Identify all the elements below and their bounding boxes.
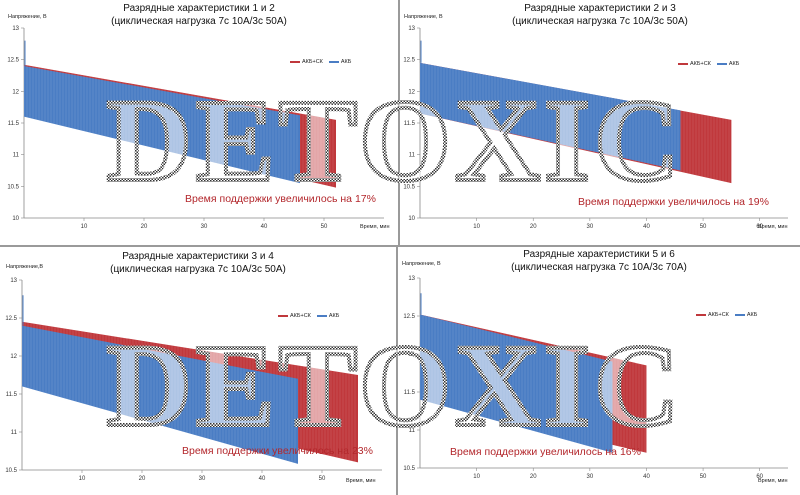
legend-entry-2: АКБ <box>316 313 339 319</box>
y-tick-label: 11.5 <box>404 121 416 127</box>
y-tick-label: 12 <box>408 352 415 358</box>
y-tick-label: 12.5 <box>403 314 415 320</box>
panel-divider <box>398 0 400 246</box>
x-tick-label: 10 <box>473 474 480 480</box>
y-tick-label: 12.5 <box>403 58 415 64</box>
x-tick-label: 20 <box>139 476 146 482</box>
x-axis-label: Время, мин <box>758 478 788 484</box>
x-tick-label: 10 <box>473 224 480 230</box>
y-tick-label: 11 <box>409 428 416 434</box>
x-tick-label: 10 <box>81 224 88 230</box>
y-tick-label: 12 <box>12 89 19 95</box>
annotation-text: Время поддержки увеличилось на 17% <box>185 193 376 205</box>
y-tick-label: 12 <box>10 354 17 360</box>
legend-entry-2: АКБ <box>716 61 739 67</box>
y-tick-label: 11 <box>13 153 20 159</box>
annotation-text: Время поддержки увеличилось на 16% <box>450 446 641 458</box>
legend-entry-2: АКБ <box>328 59 351 65</box>
x-axis-label: Время, мин <box>346 478 376 484</box>
x-tick-label: 50 <box>700 474 707 480</box>
x-tick-label: 40 <box>643 224 650 230</box>
series-band-akb <box>22 325 298 464</box>
legend-entry-1: АКБ+СК <box>278 313 311 319</box>
annotation-text: Время поддержки увеличилось на 19% <box>578 196 769 208</box>
x-tick-label: 20 <box>530 474 537 480</box>
y-tick-label: 13 <box>12 26 19 32</box>
y-tick-label: 10 <box>408 216 415 222</box>
y-tick-label: 11.5 <box>404 390 416 396</box>
panel-divider <box>0 245 800 247</box>
y-tick-label: 11.5 <box>6 392 18 398</box>
x-tick-label: 40 <box>643 474 650 480</box>
y-tick-label: 12.5 <box>5 316 17 322</box>
chart-legend: АКБ+СК АКБ <box>696 312 757 318</box>
x-axis-label: Время, мин <box>360 224 390 230</box>
x-tick-label: 60 <box>756 474 763 480</box>
chart-legend: АКБ+СК АКБ <box>678 61 739 67</box>
y-tick-label: 13 <box>408 276 415 282</box>
y-tick-label: 10.5 <box>5 468 17 474</box>
y-tick-label: 10 <box>12 216 19 222</box>
y-tick-label: 10.5 <box>7 184 19 190</box>
chart-panel-4: Разрядные характеристики 5 и 6 (цикличес… <box>398 246 800 495</box>
legend-entry-1: АКБ+СК <box>678 61 711 67</box>
y-axis-label: Напряжение, В <box>8 14 47 20</box>
x-tick-label: 50 <box>321 224 328 230</box>
chart-legend: АКБ+СК АКБ <box>290 59 351 65</box>
chart-panel-1: Разрядные характеристики 1 и 2 (цикличес… <box>0 0 398 246</box>
chart-title: Разрядные характеристики 2 и 3 (цикличес… <box>512 3 688 27</box>
x-tick-label: 20 <box>530 224 537 230</box>
panel-divider <box>396 246 398 495</box>
chart-title: Разрядные характеристики 3 и 4 (цикличес… <box>110 251 286 275</box>
chart-plot: 10 10.5 11 11.5 12 12.5 13 10 20 30 40 50 <box>7 26 384 230</box>
x-tick-label: 30 <box>199 476 206 482</box>
series-band-akb <box>420 314 613 453</box>
x-tick-label: 30 <box>587 224 594 230</box>
y-axis-label: Напряжение,В <box>6 264 44 270</box>
y-tick-label: 10.5 <box>403 184 415 190</box>
x-tick-label: 40 <box>261 224 268 230</box>
y-tick-label: 12.5 <box>7 58 19 64</box>
chart-panel-3: Разрядные характеристики 3 и 4 (цикличес… <box>0 248 396 495</box>
y-tick-label: 13 <box>408 26 415 32</box>
chart-plot: 10 10.5 11 11.5 12 12.5 13 10 20 30 40 50 60 <box>403 26 788 230</box>
x-tick-label: 30 <box>201 224 208 230</box>
x-tick-label: 20 <box>141 224 148 230</box>
y-tick-label: 13 <box>10 278 17 284</box>
x-tick-label: 50 <box>700 224 707 230</box>
x-axis-label: Время, мин <box>758 224 788 230</box>
legend-entry-2: АКБ <box>734 312 757 318</box>
series-band-akb <box>24 66 300 184</box>
legend-entry-1: АКБ+СК <box>696 312 729 318</box>
x-tick-label: 40 <box>259 476 266 482</box>
y-tick-label: 11 <box>11 430 18 436</box>
series-band-akb <box>420 62 681 171</box>
x-tick-label: 60 <box>756 224 763 230</box>
y-tick-label: 11 <box>409 153 416 159</box>
y-tick-label: 10.5 <box>403 466 415 472</box>
x-tick-label: 50 <box>319 476 326 482</box>
chart-legend: АКБ+СК АКБ <box>278 313 339 319</box>
y-tick-label: 11.5 <box>8 121 20 127</box>
y-axis-label: Напряжение, В <box>402 261 441 267</box>
x-tick-label: 30 <box>587 474 594 480</box>
legend-entry-1: АКБ+СК <box>290 59 323 65</box>
y-axis-label: Напряжение, В <box>404 14 443 20</box>
annotation-text: Время поддержки увеличилось на 23% <box>182 445 373 457</box>
chart-title: Разрядные характеристики 1 и 2 (цикличес… <box>111 3 287 27</box>
chart-title: Разрядные характеристики 5 и 6 (цикличес… <box>511 249 687 273</box>
chart-plot: 10.5 11 11.5 12 12.5 13 10 20 30 40 50 <box>5 278 382 482</box>
x-tick-label: 10 <box>79 476 86 482</box>
y-tick-label: 12 <box>408 89 415 95</box>
chart-plot: 10.5 11 11.5 12 12.5 13 10 20 30 40 50 60 <box>403 276 788 480</box>
chart-panel-2: Разрядные характеристики 2 и 3 (цикличес… <box>400 0 800 244</box>
